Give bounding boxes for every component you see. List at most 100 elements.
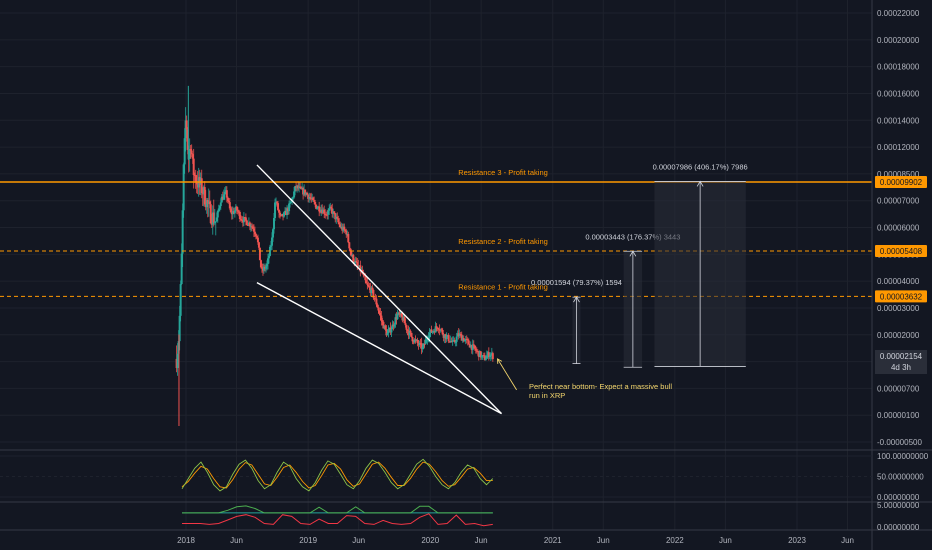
candle-body: [200, 178, 203, 194]
candle-body: [442, 334, 445, 338]
candle-body: [238, 212, 241, 219]
candle-body: [289, 202, 292, 204]
candle-body: [431, 331, 434, 333]
candle-body: [184, 120, 187, 139]
candle-body: [288, 203, 291, 212]
candle-body: [433, 330, 436, 333]
candle-body: [428, 332, 431, 338]
candle-body: [332, 211, 335, 214]
candle-body: [225, 190, 228, 198]
candle-body: [390, 329, 393, 333]
candle-body: [489, 354, 492, 356]
candle-body: [246, 224, 249, 226]
candle-body: [280, 214, 283, 216]
candle-body: [218, 206, 221, 209]
candle-body: [249, 226, 252, 228]
candle-body: [308, 197, 311, 199]
price-tick-label: 0.00020000: [877, 36, 920, 45]
candle-body: [430, 329, 433, 333]
candle-body: [271, 229, 274, 238]
candle-body: [484, 358, 487, 361]
annotation-line-2: run in XRP: [529, 391, 565, 400]
time-axis[interactable]: 2018 Jun 2019 Jun 2020 Jun 2021 Jun 2022 Jun 2023 J…: [177, 536, 854, 545]
candle-body: [270, 237, 273, 246]
candle-body: [261, 268, 264, 271]
candle-body: [209, 204, 212, 224]
candle-body: [353, 261, 356, 264]
measure-arrow-head: [696, 180, 704, 187]
candle-body: [339, 224, 342, 228]
candle-body: [234, 206, 237, 211]
candle-body: [474, 348, 477, 351]
candle-body: [257, 242, 260, 248]
candle-body: [344, 229, 347, 231]
candle-body: [297, 185, 300, 189]
candle-body: [211, 212, 214, 225]
candle-body: [446, 335, 449, 337]
candle-body: [304, 189, 307, 195]
candle-body: [436, 327, 439, 330]
candle-body: [414, 339, 417, 341]
resistance-label: Resistance 2 - Profit taking: [458, 237, 548, 246]
candle-body: [386, 333, 389, 336]
candle-body: [471, 344, 474, 350]
candle-body: [480, 355, 483, 358]
candle-body: [306, 192, 309, 195]
time-tick-label: 2020: [421, 536, 439, 545]
candle-body: [417, 343, 420, 345]
time-tick-label: 2022: [666, 536, 684, 545]
candle-body: [188, 148, 191, 159]
candle-body: [424, 339, 427, 345]
candle-body: [393, 324, 396, 327]
candle-body: [286, 208, 289, 216]
candle-body: [191, 154, 194, 159]
trendline: [256, 164, 503, 415]
candle-body: [260, 267, 263, 269]
candle-body: [367, 284, 370, 287]
candle-body: [478, 351, 481, 357]
candle-body: [293, 191, 296, 198]
candle-body: [258, 247, 261, 261]
countdown-label: 4d 3h: [891, 363, 911, 372]
candle-body: [374, 298, 377, 300]
candle-body: [368, 286, 371, 288]
indicator2-pane: 5.00000000 0.00000000: [181, 501, 920, 532]
candle-body: [457, 333, 460, 336]
candle-body: [380, 315, 383, 321]
candle-body: [336, 216, 339, 219]
measure-arrow-head: [573, 296, 580, 303]
candle-body: [219, 202, 222, 207]
candle-body: [475, 350, 478, 352]
candle-body: [345, 230, 348, 235]
candle-body: [438, 329, 441, 331]
candle-body: [439, 329, 442, 331]
candle-body: [363, 274, 366, 277]
candle-body: [253, 231, 256, 235]
candle-body: [183, 138, 186, 165]
candle-body: [251, 226, 254, 229]
trendline: [256, 281, 502, 415]
candle-body: [407, 330, 410, 336]
candle-body: [216, 210, 219, 218]
candle-body: [491, 353, 494, 360]
candle-body: [329, 206, 332, 209]
candle-body: [194, 175, 197, 183]
candle-body: [298, 186, 301, 189]
ind2-red-line: [182, 513, 493, 527]
candle-body: [454, 341, 457, 343]
time-tick-label: Jun: [475, 536, 488, 545]
candle-body: [229, 208, 232, 213]
price-tick-label: 0.00000700: [877, 384, 920, 393]
resistance-price-label: 0.00003632: [880, 292, 923, 301]
candle-body: [469, 345, 472, 348]
candle-body: [399, 313, 402, 315]
candle-body: [383, 325, 386, 329]
candle-body: [397, 312, 400, 314]
candle-body: [243, 217, 246, 219]
candle-body: [265, 263, 268, 267]
price-axis[interactable]: 0.00022000 0.00020000 0.00018000 0.00016000…: [877, 9, 922, 447]
price-tick-label: 0.00003000: [877, 304, 920, 313]
candle-body: [232, 211, 235, 214]
